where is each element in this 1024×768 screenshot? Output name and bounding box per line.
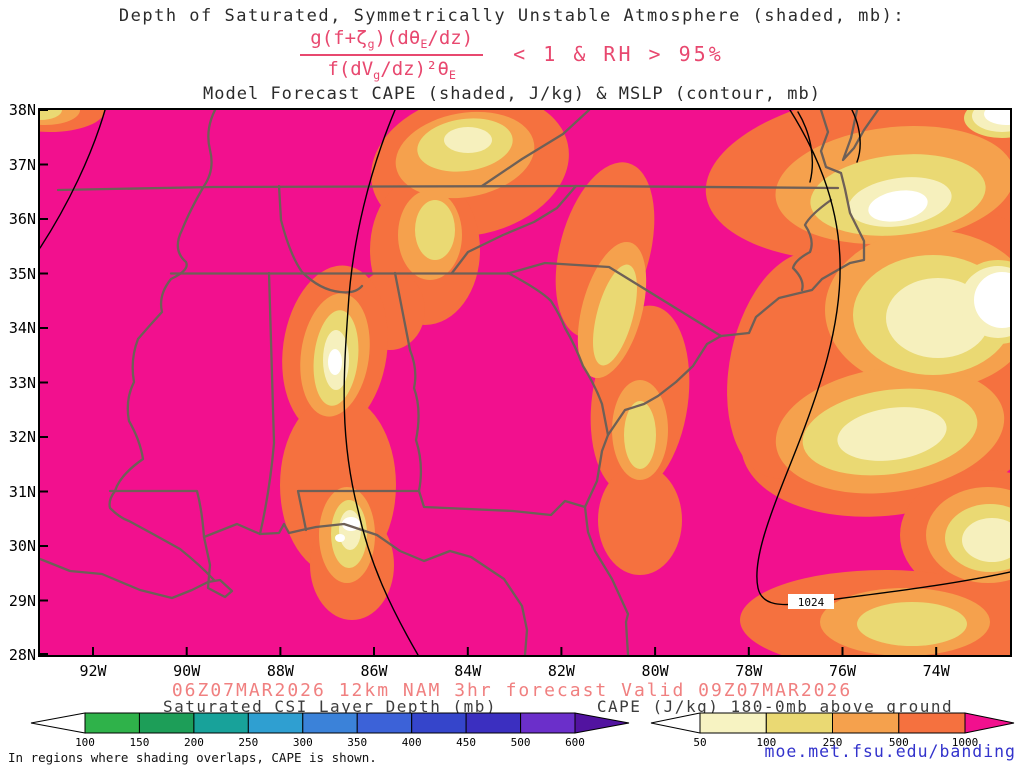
- formula-subscript: g: [373, 67, 381, 82]
- contour-label-1024: 1024: [788, 594, 834, 609]
- csi-segment: [84, 712, 140, 734]
- lon-label: 84W: [454, 662, 482, 680]
- state-borders-and-coastline: [40, 110, 880, 655]
- csi-colorbar-title: Saturated CSI Layer Depth (mb): [163, 697, 497, 716]
- cape-scale-label: 50: [693, 736, 707, 749]
- csi-scale-label: 150: [129, 736, 150, 749]
- lat-label: 35N: [8, 264, 36, 283]
- formula-fraction: g(f+ζg)(dθE/dz) f(dVg/dz)²θE: [300, 27, 484, 82]
- lat-label: 28N: [8, 646, 36, 664]
- mslp-contours: [40, 110, 1010, 655]
- csi-scale-label: 350: [347, 736, 368, 749]
- lat-label: 37N: [8, 155, 36, 174]
- lon-label: 76W: [828, 662, 857, 680]
- csi-scale-label: 100: [75, 736, 95, 749]
- cape-over-arrow: [964, 712, 1015, 734]
- csi-segment: [138, 712, 195, 734]
- cape-scale-label: 500: [888, 736, 909, 749]
- formula: g(f+ζg)(dθE/dz) f(dVg/dz)²θE < 1 & RH > …: [0, 27, 1024, 82]
- formula-subscript: E: [448, 67, 456, 82]
- csi-segment: [247, 712, 304, 734]
- lat-label: 36N: [8, 210, 36, 228]
- cape-segment: [699, 712, 767, 734]
- cape-shading-50-100: [323, 110, 1010, 562]
- axis-ticks: [40, 110, 938, 655]
- formula-text: f(dV: [327, 57, 374, 80]
- lon-label: 86W: [360, 662, 388, 680]
- csi-segment: [302, 712, 358, 734]
- cape-segment: [832, 712, 900, 734]
- overlap-note: In regions where shading overlaps, CAPE …: [8, 750, 377, 765]
- cape-colorbar-title: CAPE (J/kg) 180-0mb above ground: [596, 697, 954, 716]
- csi-segment: [520, 712, 576, 734]
- csi-scale-label: 300: [292, 736, 313, 749]
- formula-text: )(dθ: [374, 27, 421, 49]
- lon-label: 88W: [266, 662, 294, 680]
- formula-text: /dz): [427, 27, 474, 49]
- formula-subscript: E: [420, 36, 428, 51]
- cape-scale-label: 1000: [951, 736, 979, 749]
- cape-segment: [898, 712, 966, 734]
- csi-under-arrow: [30, 712, 86, 734]
- csi-segment: [465, 712, 522, 734]
- formula-denominator: f(dVg/dz)²θE: [300, 56, 483, 82]
- formula-numerator: g(f+ζg)(dθE/dz): [300, 27, 484, 56]
- csi-segment: [411, 712, 467, 734]
- csi-colorbar-svg: [30, 712, 630, 734]
- csi-scale-label: 450: [456, 736, 477, 749]
- cape-colorbar: [650, 712, 1015, 734]
- lat-label: 31N: [8, 482, 36, 501]
- lat-label: 32N: [8, 428, 36, 446]
- lon-label: 78W: [735, 662, 763, 680]
- csi-scale-label: 400: [401, 736, 422, 749]
- cape-under-arrow: [650, 712, 701, 734]
- lat-label: 34N: [8, 319, 36, 337]
- cape-scale-label: 100: [756, 736, 777, 749]
- lon-label: 80W: [641, 662, 669, 680]
- formula-subscript: g: [367, 36, 375, 51]
- lat-label: 29N: [8, 591, 36, 610]
- cape-scale-label: 250: [822, 736, 843, 749]
- csi-colorbar: [30, 712, 630, 734]
- csi-segment: [356, 712, 413, 734]
- lon-label: 92W: [79, 662, 107, 680]
- lat-label: 30N: [8, 537, 36, 555]
- csi-scale-label: 200: [183, 736, 204, 749]
- page-title: Depth of Saturated, Symmetrically Unstab…: [118, 6, 906, 26]
- forecast-map: 1024: [40, 110, 1010, 655]
- map-frame: 1024: [38, 108, 1012, 657]
- subtitle: Model Forecast CAPE (shaded, J/kg) & MSL…: [203, 84, 821, 104]
- lon-label: 82W: [547, 662, 575, 680]
- csi-scale-label: 600: [565, 736, 585, 749]
- csi-scale-label: 250: [238, 736, 259, 749]
- formula-text: /dz)²θ: [380, 57, 449, 80]
- cape-colorbar-svg: [650, 712, 1015, 734]
- formula-text: g(f+ζ: [310, 27, 368, 49]
- lon-label: 90W: [173, 662, 201, 680]
- formula-condition: < 1 & RH > 95%: [513, 42, 724, 67]
- forecast-valid-text: 06Z07MAR2026 12km NAM 3hr forecast Valid…: [171, 680, 853, 701]
- lat-label: 33N: [8, 373, 36, 392]
- lat-label: 38N: [8, 101, 36, 119]
- cape-segment: [765, 712, 834, 734]
- csi-segment: [193, 712, 249, 734]
- site-link[interactable]: moe.met.fsu.edu/banding: [764, 742, 1016, 761]
- contour-label-text: 1024: [798, 596, 825, 609]
- csi-over-arrow: [574, 712, 630, 734]
- lon-label: 74W: [922, 662, 950, 680]
- csi-scale-label: 500: [510, 736, 531, 749]
